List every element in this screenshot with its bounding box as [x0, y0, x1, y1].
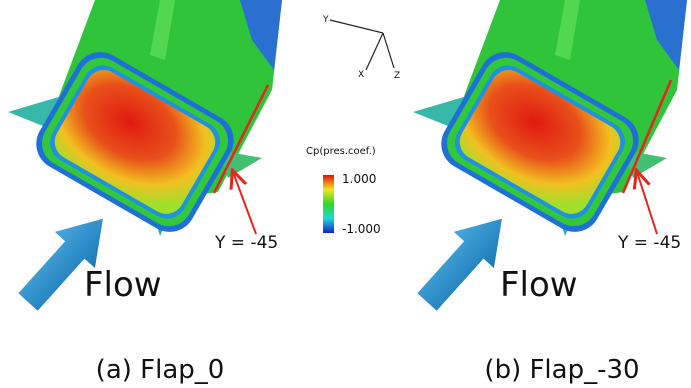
panel-b: Y = -45 Flow: [407, 0, 687, 320]
axis-triad: [330, 20, 394, 70]
flow-label: Flow: [500, 265, 578, 305]
colorbar: [323, 175, 334, 233]
section-label: Y = -45: [214, 233, 278, 253]
caption-b: (b) Flap_-30: [484, 355, 639, 385]
panel-a: Y = -45 Flow: [8, 0, 282, 320]
caption-a: (a) Flap_0: [96, 355, 225, 385]
triad-y: Y: [322, 15, 329, 25]
flow-label: Flow: [84, 265, 162, 305]
section-label: Y = -45: [617, 233, 681, 253]
triad-x: X: [358, 70, 364, 80]
colorbar-min: -1.000: [342, 222, 381, 236]
triad-z: Z: [394, 71, 400, 81]
figure: Y X Z Cp(pres.coef.) 1.000 -1.000 Y = -4…: [0, 0, 691, 388]
colorbar-title: Cp(pres.coef.): [306, 146, 376, 157]
colorbar-max: 1.000: [342, 172, 376, 186]
